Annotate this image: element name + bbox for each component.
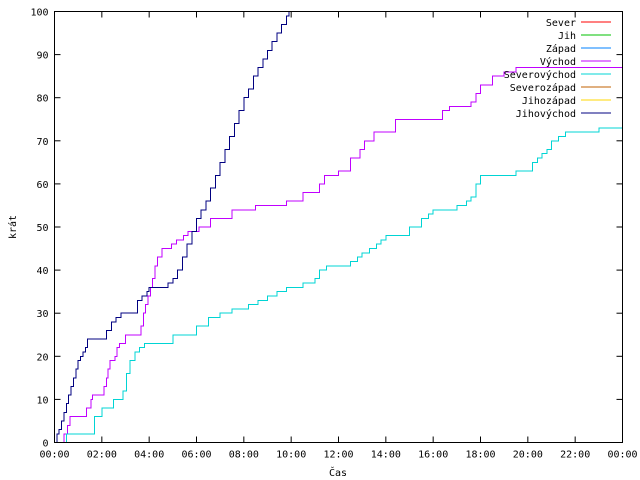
x-tick-label: 20:00 <box>513 450 543 461</box>
y-tick-label: 70 <box>36 137 48 148</box>
x-tick-label: 00:00 <box>39 450 69 461</box>
y-tick-label: 20 <box>36 352 48 363</box>
x-tick-label: 08:00 <box>229 450 259 461</box>
legend-label: Jih <box>558 31 576 42</box>
x-tick-label: 10:00 <box>276 450 306 461</box>
y-axis-label: krát <box>7 215 19 239</box>
x-tick-label: 18:00 <box>465 450 495 461</box>
x-tick-label: 22:00 <box>560 450 590 461</box>
legend-label: Jihozápad <box>522 95 576 107</box>
x-axis-label: Čas <box>329 466 347 479</box>
series-line-severovýchod <box>54 127 623 443</box>
x-tick-label: 04:00 <box>134 450 164 461</box>
y-tick-label: 50 <box>36 223 48 234</box>
y-tick-label: 30 <box>36 309 48 320</box>
series-line-jihovýchod <box>54 11 290 443</box>
x-tick-label: 02:00 <box>87 450 117 461</box>
x-tick-label: 12:00 <box>323 450 353 461</box>
legend-label: Východ <box>540 56 576 68</box>
y-tick-label: 0 <box>42 439 48 450</box>
x-tick-label: 16:00 <box>418 450 448 461</box>
x-tick-label: 00:00 <box>607 450 637 461</box>
y-tick-label: 40 <box>36 266 48 277</box>
x-tick-label: 06:00 <box>181 450 211 461</box>
y-tick-label: 90 <box>36 51 48 62</box>
legend-label: Sever <box>546 18 576 29</box>
y-tick-label: 60 <box>36 180 48 191</box>
legend-label: Severovýchod <box>504 69 576 81</box>
legend-label: Severozápad <box>510 82 576 94</box>
series-layer <box>54 11 623 443</box>
y-tick-label: 80 <box>36 94 48 105</box>
legend: Sever JihZápadVýchodSeverovýchodSeverozáp… <box>504 18 611 120</box>
series-line-východ <box>54 58 623 443</box>
ticks-layer: 0 10 20 30 40 50 60 70 80 90 100 00:00 02:00 04:00 06:… <box>30 8 637 461</box>
x-tick-label: 14:00 <box>371 450 401 461</box>
legend-label: Západ <box>546 43 576 55</box>
legend-label: Jihovýchod <box>516 108 576 120</box>
y-tick-label: 10 <box>36 395 48 406</box>
y-tick-label: 100 <box>30 8 48 19</box>
